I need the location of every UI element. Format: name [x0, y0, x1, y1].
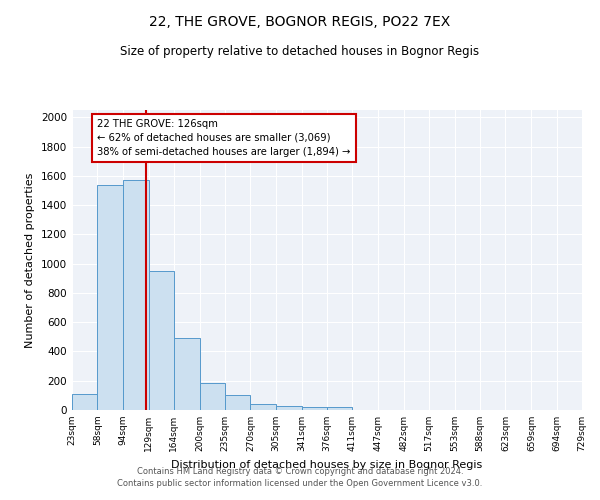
Bar [302, 407, 327, 410]
Text: Contains HM Land Registry data © Crown copyright and database right 2024.
Contai: Contains HM Land Registry data © Crown c… [118, 466, 482, 487]
Text: 22, THE GROVE, BOGNOR REGIS, PO22 7EX: 22, THE GROVE, BOGNOR REGIS, PO22 7EX [149, 15, 451, 29]
Y-axis label: Number of detached properties: Number of detached properties [25, 172, 35, 348]
Bar [327, 407, 352, 410]
Text: 22 THE GROVE: 126sqm
← 62% of detached houses are smaller (3,069)
38% of semi-de: 22 THE GROVE: 126sqm ← 62% of detached h… [97, 119, 350, 157]
Bar [276, 406, 302, 410]
Bar [225, 396, 250, 410]
Bar [97, 184, 123, 410]
Bar [123, 180, 149, 410]
Bar [200, 383, 225, 410]
Bar [174, 338, 200, 410]
Bar [149, 271, 174, 410]
X-axis label: Distribution of detached houses by size in Bognor Regis: Distribution of detached houses by size … [172, 460, 482, 469]
Bar [250, 404, 276, 410]
Bar [72, 394, 97, 410]
Text: Size of property relative to detached houses in Bognor Regis: Size of property relative to detached ho… [121, 45, 479, 58]
